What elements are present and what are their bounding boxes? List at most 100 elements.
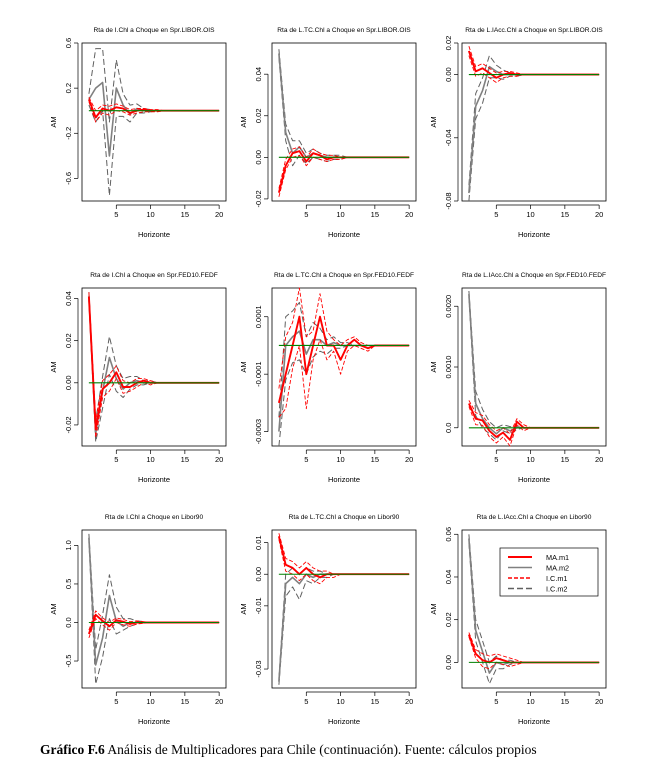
y-axis-label: AM xyxy=(429,603,438,614)
x-axis-label: Horizonte xyxy=(328,475,360,484)
y-tick-label: 0.0001 xyxy=(254,305,263,328)
y-tick-label: -0.04 xyxy=(444,129,453,146)
caption-label: Gráfico F.6 xyxy=(40,742,105,757)
chart-title: Rta de L.IAcc.Chl a Choque en Spr.LIBOR.… xyxy=(465,27,603,34)
plot-frame xyxy=(461,529,607,689)
x-tick-label: 5 xyxy=(494,455,498,464)
series-i-c-m2-sup xyxy=(278,567,410,679)
plot-frame xyxy=(461,42,607,202)
y-tick-label: 0.06 xyxy=(444,527,453,542)
x-tick-label: 15 xyxy=(371,697,379,706)
series-ma-m1 xyxy=(467,50,600,79)
series-i-c-m1-sup xyxy=(88,610,220,631)
series-i-c-m1-inf xyxy=(278,154,410,197)
x-tick-label: 20 xyxy=(595,210,603,219)
x-tick-label: 5 xyxy=(494,697,498,706)
x-tick-label: 15 xyxy=(561,210,569,219)
x-tick-label: 20 xyxy=(215,697,223,706)
chart-title: Rta de I.Chl a Choque en Spr.LIBOR.OIS xyxy=(94,27,216,34)
x-tick-label: 10 xyxy=(146,210,154,219)
x-tick-label: 15 xyxy=(181,210,189,219)
y-tick-label: 0.0 xyxy=(64,617,73,627)
series-i-c-m2-sup xyxy=(88,292,220,422)
y-tick-label: 0.0010 xyxy=(444,356,453,379)
y-tick-label: -0.02 xyxy=(64,416,73,433)
figure-caption: Gráfico F.6 Análisis de Multiplicadores … xyxy=(40,742,660,758)
legend-label: MA.m1 xyxy=(546,553,569,562)
x-tick-label: 20 xyxy=(595,697,603,706)
series-i-c-m1-sup xyxy=(278,146,410,189)
y-tick-label: 0.04 xyxy=(64,291,73,306)
series-ma-m1 xyxy=(277,536,410,579)
x-axis-label: Horizonte xyxy=(518,475,550,484)
x-tick-label: 15 xyxy=(371,455,379,464)
y-tick-label: -0.01 xyxy=(254,597,263,614)
series-i-c-m1-inf xyxy=(278,339,410,418)
series-i-c-m2-inf xyxy=(278,345,410,447)
panel-7: Rta de I.Chl a Choque en Libor90 5 10 15 20 H… xyxy=(49,514,227,726)
series-i-c-m2-inf xyxy=(278,57,410,167)
y-tick-label: 0.02 xyxy=(444,612,453,627)
x-axis-label: Horizonte xyxy=(518,230,550,239)
x-tick-label: 5 xyxy=(304,455,308,464)
series-i-c-m1-sup xyxy=(468,632,600,663)
series-ma-m2 xyxy=(278,53,410,159)
y-tick-label: 0.04 xyxy=(444,570,453,585)
y-axis-label: AM xyxy=(239,361,248,372)
legend-label: MA.m2 xyxy=(546,563,569,572)
series-i-c-m1-sup xyxy=(88,292,220,422)
x-tick-label: 15 xyxy=(561,455,569,464)
x-tick-label: 20 xyxy=(405,210,413,219)
y-axis-label: AM xyxy=(49,603,58,614)
x-axis-label: Horizonte xyxy=(328,717,360,726)
x-tick-label: 10 xyxy=(526,455,534,464)
x-tick-label: 10 xyxy=(336,697,344,706)
series-i-c-m1-inf xyxy=(88,101,220,123)
x-tick-label: 20 xyxy=(405,455,413,464)
y-axis-label: AM xyxy=(49,361,58,372)
legend-label: I.C.m2 xyxy=(546,584,568,593)
series-i-c-m1-inf xyxy=(88,300,220,439)
series-i-c-m2-sup xyxy=(468,290,600,429)
x-tick-label: 5 xyxy=(114,210,118,219)
legend-box xyxy=(499,547,599,597)
x-tick-label: 5 xyxy=(304,210,308,219)
panel-2: Rta de L.TC.Chl a Choque en Spr.LIBOR.OI… xyxy=(239,27,417,239)
y-tick-label: -0.0001 xyxy=(254,361,263,386)
series-ma-m2 xyxy=(88,81,220,157)
y-tick-label: 0.00 xyxy=(254,567,263,582)
x-tick-label: 15 xyxy=(371,210,379,219)
series-i-c-m2-inf xyxy=(468,297,600,441)
panel-3: Rta de L.IAcc.Chl a Choque en Spr.LIBOR.… xyxy=(429,27,607,239)
y-tick-label: 0.04 xyxy=(254,67,263,82)
x-tick-label: 5 xyxy=(114,697,118,706)
plot-frame xyxy=(461,287,607,447)
x-axis-label: Horizonte xyxy=(138,717,170,726)
x-tick-label: 10 xyxy=(336,210,344,219)
panel-8: Rta de L.TC.Chl a Choque en Libor90 5 10 15… xyxy=(239,514,417,726)
plot-frame xyxy=(271,287,417,447)
y-tick-label: 0.0020 xyxy=(444,295,453,318)
series-ma-m1 xyxy=(88,613,220,635)
y-tick-label: 0.00 xyxy=(64,375,73,390)
series-i-c-m2-sup xyxy=(88,533,220,650)
series-i-c-m2-inf xyxy=(88,300,220,443)
chart-title: Rta de L.TC.Chl a Choque en Spr.LIBOR.OI… xyxy=(277,27,411,34)
y-tick-label: -0.6 xyxy=(64,172,73,185)
series-i-c-m1-sup xyxy=(278,533,410,575)
x-tick-label: 5 xyxy=(304,697,308,706)
panel-6: Rta de L.IAcc.Chl a Choque en Spr.FED10.… xyxy=(429,272,607,484)
plot-frame xyxy=(81,287,227,447)
x-tick-label: 15 xyxy=(181,697,189,706)
y-tick-label: 0.0 xyxy=(444,423,453,433)
y-tick-label: 0.6 xyxy=(64,38,73,48)
y-axis-label: AM xyxy=(49,116,58,127)
y-axis-label: AM xyxy=(239,603,248,614)
series-i-c-m1-inf xyxy=(278,539,410,585)
series-ma-m2 xyxy=(468,294,600,435)
x-tick-label: 10 xyxy=(146,455,154,464)
x-tick-label: 5 xyxy=(494,210,498,219)
y-tick-label: -0.2 xyxy=(64,127,73,140)
plot-frame xyxy=(81,529,227,689)
